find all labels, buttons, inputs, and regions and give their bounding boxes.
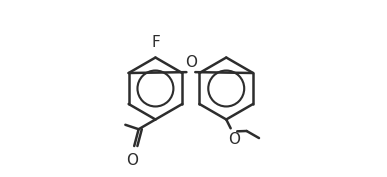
Text: O: O bbox=[185, 55, 197, 70]
Text: O: O bbox=[228, 132, 240, 147]
Text: O: O bbox=[127, 153, 139, 168]
Text: F: F bbox=[151, 35, 160, 50]
